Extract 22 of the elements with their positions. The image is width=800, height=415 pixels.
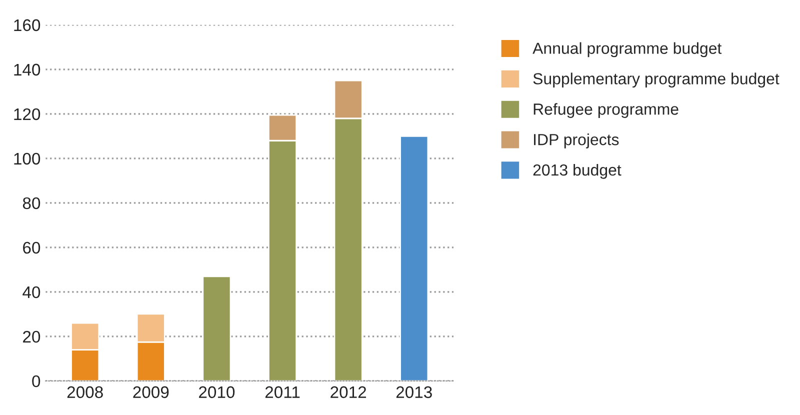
y-tick-label: 20 <box>23 330 40 343</box>
x-tick-label: 2009 <box>133 386 169 398</box>
x-tick-label: 2012 <box>330 386 366 398</box>
x-tick-label: 2011 <box>265 386 300 398</box>
bar <box>202 276 232 381</box>
y-tick-label: 80 <box>22 197 40 210</box>
legend-label: Supplementary programme budget <box>533 72 780 88</box>
y-tick-label: 0 <box>32 375 40 388</box>
x-tick-label: 2010 <box>199 386 235 398</box>
legend-label: IDP projects <box>534 134 619 148</box>
y-tick-label: 60 <box>23 242 40 254</box>
bar <box>400 135 429 381</box>
y-tick-label: 160 <box>14 19 40 32</box>
y-tick-label: 100 <box>14 152 40 165</box>
x-tick-label: 2013 <box>396 386 432 398</box>
legend-label: Refugee programme <box>534 103 678 118</box>
legend-label: Annual programme budget <box>532 42 722 58</box>
y-tick-label: 40 <box>22 286 40 298</box>
x-tick-label: 2008 <box>67 386 103 398</box>
y-tick-label: 120 <box>14 108 40 120</box>
legend-label: 2013 budget <box>533 164 622 179</box>
y-tick-label: 140 <box>14 64 40 76</box>
